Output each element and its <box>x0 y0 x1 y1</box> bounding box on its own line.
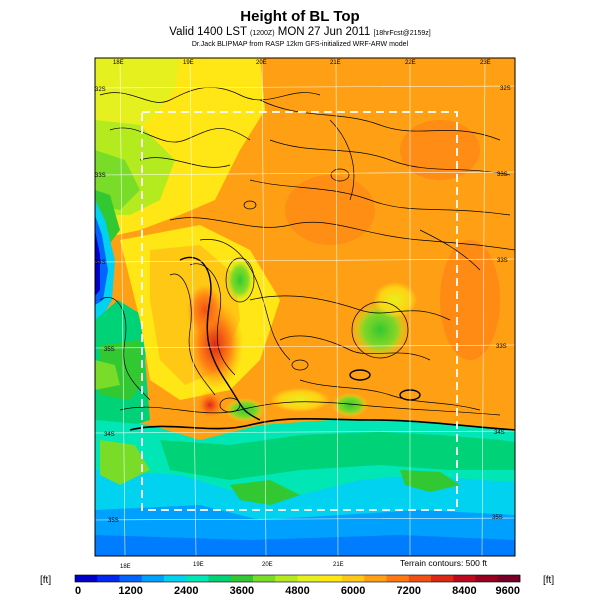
lat-labels-right: 32S 33S 33S 33S 34S 35S <box>492 86 511 521</box>
lon-label: 20E <box>262 562 273 568</box>
lat-label: 32S <box>95 87 106 93</box>
colorbar-tick-label: 6000 <box>341 585 365 597</box>
terrain-note-box <box>396 557 514 569</box>
forecast-info: [18hrFcst@2159z] <box>373 30 431 37</box>
colorbar-swatch <box>253 575 276 582</box>
lon-labels-top: 18E 19E 20E 21E 22E 23E <box>113 60 491 66</box>
colorbar-swatch <box>497 575 521 582</box>
colorbar-swatch <box>342 575 365 582</box>
bl-height-field <box>95 58 515 556</box>
colorbar-swatch <box>453 575 476 582</box>
lon-label: 22E <box>405 60 416 66</box>
lat-label: 34S <box>494 430 505 436</box>
colorbar-swatch <box>475 575 499 582</box>
colorbar-frame <box>74 574 521 583</box>
lon-label: 20E <box>256 60 267 66</box>
colorbar-swatch <box>431 575 454 582</box>
valid-time: Valid 1400 LST <box>169 26 247 38</box>
lon-label: 19E <box>183 60 194 66</box>
lon-label: 21E <box>333 562 344 568</box>
lon-label: 19E <box>193 562 204 568</box>
colorbar-swatch <box>408 575 432 582</box>
lat-label: 33S <box>496 344 507 350</box>
colorbar-tick-label: 0 <box>75 585 81 597</box>
lon-labels-bottom: 18E 19E 20E 21E <box>120 562 344 570</box>
colorbar-unit-left: [ft] <box>40 575 51 586</box>
colorbar-swatch <box>364 575 387 582</box>
valid-date: MON 27 Jun 2011 <box>277 26 371 38</box>
lat-label: 33S <box>497 258 508 264</box>
colorbar-swatch <box>319 575 343 582</box>
colorbar-tick-labels: 0 1200 2400 3600 4800 6000 7200 8400 9600 <box>75 585 520 597</box>
map-frame <box>94 57 516 557</box>
colorbar-tick-label: 8400 <box>452 585 476 597</box>
map-subtitle: Valid 1400 LST (1200Z) MON 27 Jun 2011 [… <box>0 26 600 38</box>
lat-label: 33S <box>95 173 106 179</box>
colorbar-swatch <box>141 575 165 582</box>
colorbar-tick-label: 2400 <box>174 585 198 597</box>
colorbar-swatch <box>164 575 187 582</box>
colorbar-tick-label: 7200 <box>397 585 421 597</box>
colorbar-swatch <box>75 575 98 582</box>
colorbar-tick-label: 3600 <box>230 585 254 597</box>
colorbar-swatch <box>275 575 298 582</box>
lat-label: 34S <box>104 432 115 438</box>
lon-label: 23E <box>480 60 491 66</box>
lat-label: 35S <box>104 347 115 353</box>
graticule <box>94 57 516 557</box>
colorbar <box>74 574 521 583</box>
colorbar-swatch <box>119 575 143 582</box>
colorbar-tick-label: 4800 <box>285 585 309 597</box>
lon-label: 18E <box>120 564 131 570</box>
colorbar-swatch <box>186 575 209 582</box>
colorbar-swatch <box>208 575 232 582</box>
lon-label: 21E <box>330 60 341 66</box>
lat-label: 34S <box>95 260 106 266</box>
utc-time: (1200Z) <box>250 30 275 37</box>
lat-label: 35S <box>108 518 119 524</box>
colorbar-swatch <box>230 575 254 582</box>
map-title: Height of BL Top <box>240 8 360 25</box>
terrain-note: Terrain contours: 500 ft <box>400 558 488 568</box>
colorbar-tick-label: 1200 <box>118 585 142 597</box>
model-credit: Dr.Jack BLIPMAP from RASP 12km GFS-initi… <box>191 41 409 48</box>
lon-label: 18E <box>113 60 124 66</box>
lat-label: 32S <box>500 86 511 92</box>
colorbar-swatch <box>97 575 120 582</box>
colorbar-tick-label: 9600 <box>496 585 520 597</box>
colorbar-unit-right: [ft] <box>543 575 554 586</box>
lat-label: 33S <box>497 172 508 178</box>
lat-labels-left: 32S 33S 34S 35S 34S 35S <box>95 87 119 524</box>
lat-label: 35S <box>492 515 503 521</box>
colorbar-swatch <box>386 575 410 582</box>
colorbar-swatch <box>297 575 321 582</box>
inner-domain-box <box>141 111 458 511</box>
